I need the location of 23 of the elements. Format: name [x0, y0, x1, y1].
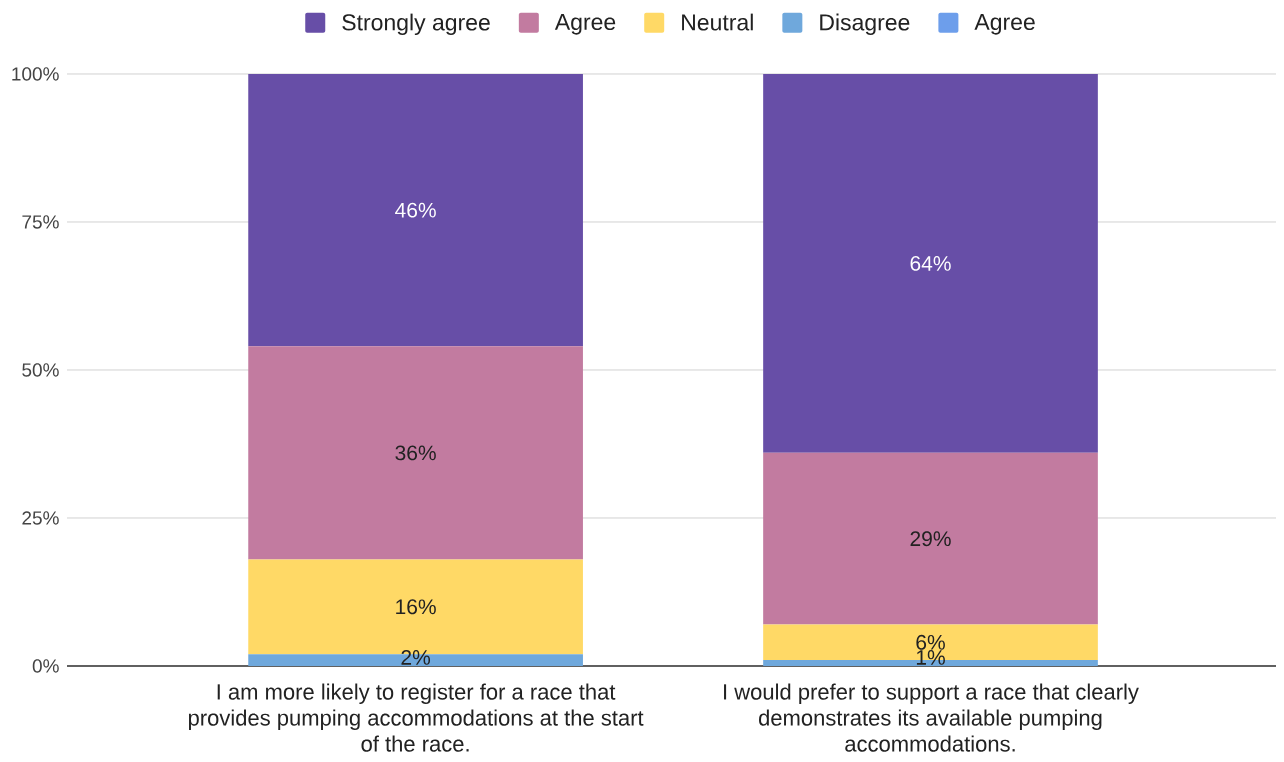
data-label: 46%	[395, 202, 436, 218]
bar	[248, 346, 583, 560]
legend-label: Disagree	[820, 13, 910, 36]
legend-label: Neutral	[682, 13, 753, 31]
bar	[763, 73, 1098, 453]
bar	[248, 73, 583, 347]
y-tick-label: 25%	[22, 511, 59, 525]
y-tick-label: 75%	[22, 215, 59, 229]
data-label: 6%	[916, 634, 945, 650]
data-label: 64%	[910, 255, 951, 271]
y-tick-label: 0%	[32, 659, 59, 673]
bar	[763, 452, 1098, 625]
y-tick-label: 100%	[12, 67, 59, 81]
y-tick-label: 50%	[22, 363, 59, 377]
data-label: 36%	[395, 445, 436, 461]
x-tick-label: I would prefer to support a race that clearly demonstrates its available pumping accommodations.	[724, 683, 1139, 752]
data-label: 16%	[396, 599, 436, 615]
x-tick-label: I am more likely to register for a race that provides pumping accommodations at the start of the race.	[188, 683, 644, 752]
data-label: 2%	[401, 650, 431, 665]
data-label: 29%	[910, 531, 951, 547]
legend-label: Agree	[974, 14, 1035, 35]
legend-label: Agree	[554, 14, 616, 35]
legend-label: Strongly agree	[342, 13, 490, 36]
